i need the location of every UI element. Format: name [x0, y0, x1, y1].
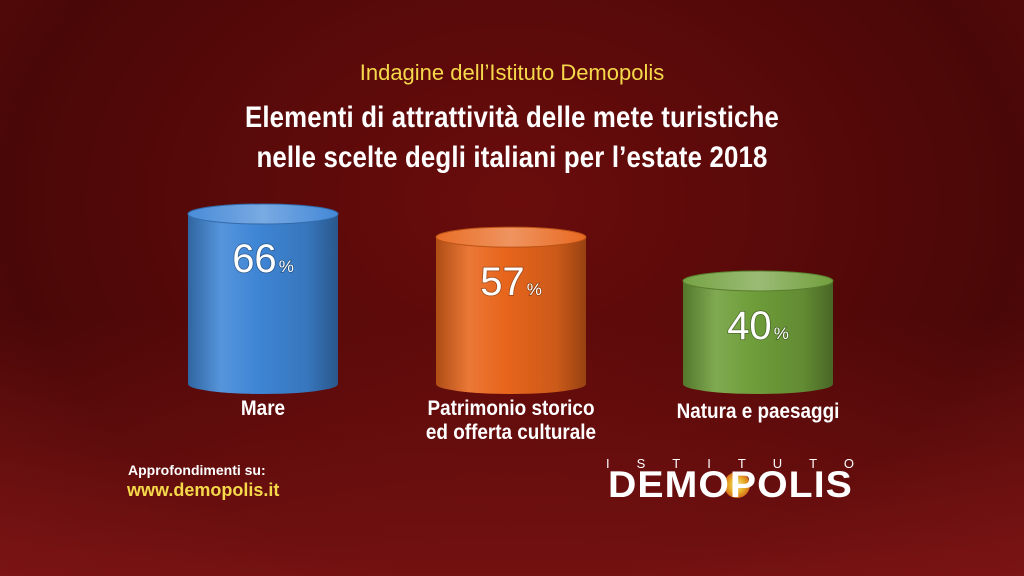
- category-label: Mare: [240, 397, 286, 420]
- bar-3: 40%: [682, 270, 834, 394]
- bar-1: 66%: [187, 203, 339, 394]
- data-label: 66%: [232, 237, 294, 281]
- bar-top: [435, 226, 587, 248]
- footer-link[interactable]: www.demopolis.it: [127, 480, 280, 500]
- data-label: 57%: [480, 260, 542, 304]
- category-label: Natura e paesaggi: [676, 400, 840, 423]
- logo-main-text: DEMOPOLIS: [608, 464, 853, 505]
- bar-2: 57%: [435, 226, 587, 394]
- footer-label: Approfondimenti su:: [128, 462, 266, 478]
- bar-body: [436, 237, 586, 394]
- category-label: Patrimonio storico ed offerta culturale: [425, 397, 597, 444]
- bar-top: [187, 203, 339, 225]
- data-label: 40%: [727, 304, 789, 348]
- bar-top: [682, 270, 834, 292]
- sun-logo-icon: [724, 472, 750, 498]
- chart-title-line-1: Elementi di attrattività delle mete turi…: [244, 101, 780, 134]
- bar-body: [683, 280, 833, 394]
- demopolis-logo: ISTITUTO DEMOPOLIS: [606, 456, 886, 508]
- logo-top-text: ISTITUTO: [606, 456, 881, 471]
- chart-subtitle: Indagine dell’Istituto Demopolis: [359, 60, 665, 85]
- chart-title-line-2: nelle scelte degli italiani per l’estate…: [256, 141, 768, 174]
- bar-body: [188, 214, 338, 394]
